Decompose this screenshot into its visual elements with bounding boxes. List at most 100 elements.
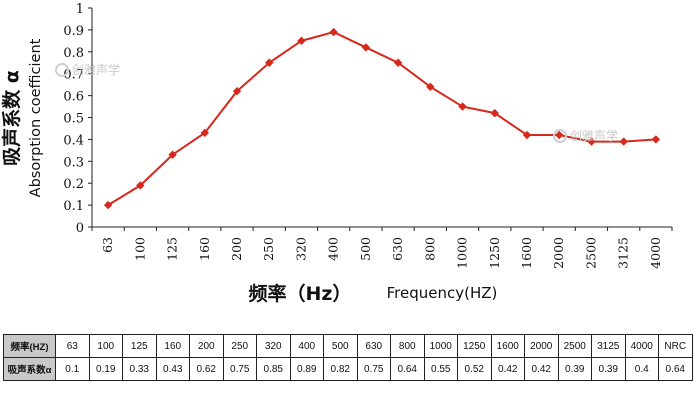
x-axis: 63 100 125 160 200 250 320 400 500 630 800 1000 1250…	[91, 226, 673, 269]
coefficient-cell: 0.43	[155, 357, 190, 381]
data-point-marker	[361, 43, 371, 52]
coefficient-cell: 0.4	[624, 357, 659, 381]
coefficient-cell: 0.89	[289, 357, 324, 381]
frequency-cell: 2000	[524, 334, 559, 358]
data-point-marker	[136, 181, 145, 190]
coefficient-cell: 0.55	[423, 357, 458, 381]
frequency-cell: 800	[390, 334, 425, 358]
frequency-cell: 500	[323, 334, 358, 358]
data-point-marker	[103, 200, 113, 210]
frequency-cell: 3125	[591, 334, 626, 358]
x-axis-label-chinese: 频率（Hz）	[249, 282, 352, 305]
frequency-cell: 1600	[490, 334, 525, 358]
data-point-marker	[232, 87, 242, 96]
watermark-text: 创雅声学	[72, 62, 120, 77]
coefficient-cell: 0.1	[55, 357, 90, 381]
frequency-cell: 1000	[423, 334, 458, 358]
data-point-marker	[490, 108, 499, 118]
coefficient-cell: 0.33	[122, 357, 157, 381]
frequency-cell: 200	[189, 334, 224, 358]
coefficient-header: 吸声系数α	[3, 357, 56, 381]
frequency-header: 频率(HZ)	[3, 334, 56, 358]
x-tick-label: 630	[390, 237, 405, 261]
y-tick-label: 1	[76, 2, 84, 17]
x-tick-label: 1600	[519, 237, 534, 269]
coefficient-cell: 0.39	[557, 357, 592, 381]
y-tick-label: 0.9	[63, 24, 84, 39]
x-tick-label: 3125	[616, 237, 631, 269]
frequency-cell: 4000	[624, 334, 659, 358]
data-point-marker	[651, 135, 661, 144]
data-point-marker	[426, 82, 435, 92]
data-point-marker	[200, 128, 209, 138]
frequency-cell: 630	[356, 334, 391, 358]
y-axis-label-english: Absorption coefficient	[28, 38, 44, 197]
coefficient-cell: 0.42	[524, 357, 559, 381]
y-axis: 00.10.20.30.40.50.60.70.80.91	[63, 2, 93, 236]
coefficient-cell: 0.75	[356, 357, 391, 381]
data-point-marker	[168, 150, 177, 159]
x-tick-label: 160	[197, 237, 212, 261]
x-tick-label: 4000	[648, 237, 663, 269]
x-axis-label-english: Frequency(HZ)	[387, 284, 498, 302]
frequency-cell: 1250	[457, 334, 492, 358]
coefficient-cell: 0.52	[457, 357, 492, 381]
data-point-marker	[329, 27, 338, 37]
data-point-marker	[393, 58, 403, 67]
y-axis-label-chinese: 吸声系数 α	[0, 70, 23, 166]
x-tick-label: 1250	[487, 237, 502, 269]
coefficient-cell: 0.42	[490, 357, 525, 381]
data-point-marker	[555, 130, 564, 140]
frequency-cell: NRC	[658, 334, 693, 358]
watermark-logo-icon	[553, 129, 567, 143]
data-point-marker	[587, 137, 596, 146]
x-tick-label: 100	[132, 237, 147, 261]
y-tick-label: 0.8	[63, 46, 84, 61]
x-tick-label: 1000	[455, 237, 470, 269]
x-tick-label: 800	[422, 237, 437, 261]
coefficient-row: 吸声系数α 0.1 0.19 0.33 0.43 0.62 0.75 0.85 0.89 0.8…	[3, 357, 693, 381]
x-tick-label: 2000	[551, 237, 566, 269]
x-tick-label: 2500	[583, 237, 598, 269]
y-tick-label: 0.3	[63, 155, 84, 170]
x-tick-label: 200	[229, 237, 244, 261]
frequency-row: 频率(HZ) 63 100 125 160 200 250 320 400 500 630 800 1…	[3, 334, 693, 358]
frequency-cell: 100	[88, 334, 123, 358]
coefficient-cell: 0.64	[658, 357, 693, 381]
y-tick-label: 0.5	[63, 112, 84, 127]
data-point-marker	[619, 137, 628, 146]
data-point-marker	[297, 36, 306, 46]
y-tick-label: 0	[76, 221, 84, 236]
coefficient-cell: 0.19	[88, 357, 123, 381]
y-tick-label: 0.2	[63, 177, 84, 192]
coefficient-cell: 0.82	[323, 357, 358, 381]
coefficient-cell: 0.64	[390, 357, 425, 381]
frequency-table: 频率(HZ) 63 100 125 160 200 250 320 400 500 630 800 1…	[3, 334, 693, 381]
frequency-cell: 160	[155, 334, 190, 358]
absorption-chart: 00.10.20.30.40.50.60.70.80.91 63 100 125 16…	[0, 2, 673, 305]
coefficient-cell: 0.85	[256, 357, 291, 381]
x-tick-label: 500	[358, 237, 373, 261]
series-polyline	[107, 31, 656, 206]
coefficient-cell: 0.75	[222, 357, 257, 381]
x-tick-label: 400	[326, 237, 341, 261]
frequency-cell: 2500	[557, 334, 592, 358]
x-tick-label: 320	[293, 237, 308, 261]
frequency-cell: 63	[55, 334, 90, 358]
series-line	[103, 27, 661, 210]
coefficient-cell: 0.39	[591, 357, 626, 381]
data-point-marker	[458, 102, 467, 111]
watermark-logo-icon	[55, 63, 69, 77]
frequency-cell: 400	[289, 334, 324, 358]
frequency-cell: 125	[122, 334, 157, 358]
frequency-cell: 320	[256, 334, 291, 358]
x-tick-label: 125	[165, 237, 180, 261]
data-point-marker	[522, 130, 532, 140]
watermark-text: 创雅声学	[570, 128, 618, 143]
y-tick-label: 0.6	[63, 90, 84, 105]
x-tick-label: 250	[261, 237, 276, 261]
x-tick-label: 63	[100, 237, 115, 253]
y-tick-label: 0.4	[63, 133, 84, 148]
frequency-cell: 250	[222, 334, 257, 358]
